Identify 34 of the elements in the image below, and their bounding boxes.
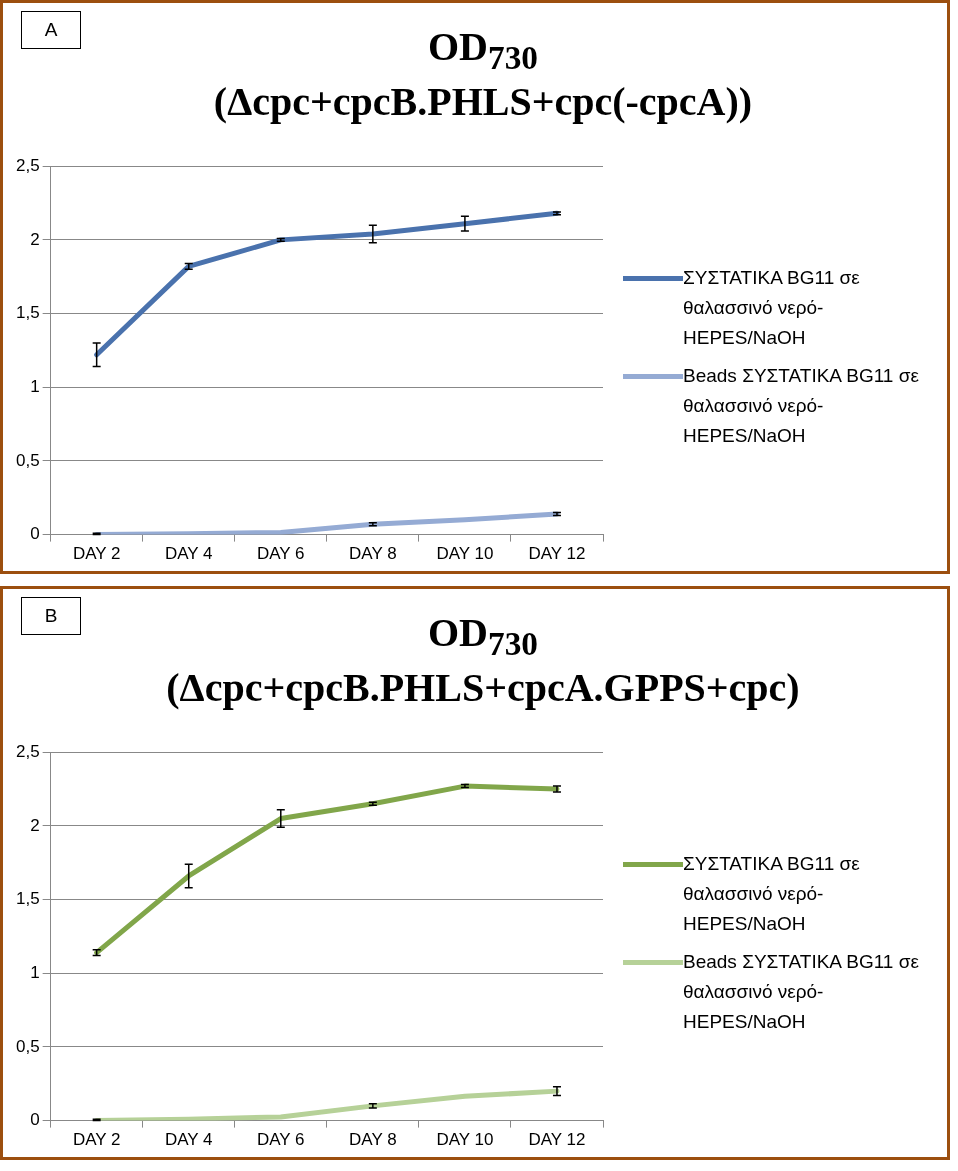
y-tick-label: 0 bbox=[30, 524, 40, 544]
chart-title: OD$_{730}$ bbox=[428, 24, 538, 76]
y-tick-label: 2,5 bbox=[15, 741, 40, 761]
y-tick-label: 0,5 bbox=[15, 450, 40, 470]
y-tick-label: 2 bbox=[30, 229, 40, 249]
x-tick-label: DAY 12 bbox=[528, 544, 586, 564]
x-tick-label: DAY 4 bbox=[164, 1130, 213, 1150]
y-tick-label: 1,5 bbox=[15, 889, 40, 909]
y-tick-label: 0 bbox=[30, 1110, 40, 1130]
y-tick-label: 1 bbox=[30, 376, 40, 396]
text: A bbox=[21, 11, 81, 49]
y-tick-label: 1,5 bbox=[15, 303, 40, 323]
legend-label: Beads ΣΥΣΤΑΤΙΚΑ BG11 σε θαλασσινό νερό-HEPES/NaOH bbox=[683, 949, 920, 1034]
y-tick-label: 1 bbox=[30, 962, 40, 982]
x-tick-label: DAY 6 bbox=[257, 544, 305, 564]
x-tick-label: DAY 6 bbox=[257, 1130, 305, 1150]
chart-title: OD$_{730}$ bbox=[428, 610, 538, 662]
legend-label: Beads ΣΥΣΤΑΤΙΚΑ BG11 σε θαλασσινό νερό-HEPES/NaOH bbox=[683, 363, 920, 448]
chart-subtitle: (Δcpc+cpcB.PHLS+cpc(-cpcA)) bbox=[213, 79, 753, 124]
x-tick-label: DAY 2 bbox=[72, 1130, 121, 1150]
x-tick-label: DAY 8 bbox=[349, 1130, 397, 1150]
x-tick-label: DAY 10 bbox=[436, 1130, 494, 1150]
y-tick-label: 2,5 bbox=[15, 155, 40, 175]
chart-subtitle: (Δcpc+cpcB.PHLS+cpcA.GPPS+cpc) bbox=[166, 665, 800, 710]
y-tick-label: 2 bbox=[30, 815, 40, 835]
y-tick-label: 0,5 bbox=[15, 1036, 40, 1056]
legend-label: ΣΥΣΤΑΤΙΚΑ BG11 σε θαλασσινό νερό-HEPES/NaOH bbox=[683, 265, 861, 350]
x-tick-label: DAY 12 bbox=[528, 1130, 586, 1150]
x-tick-label: DAY 4 bbox=[164, 544, 213, 564]
x-tick-label: DAY 8 bbox=[349, 544, 397, 564]
text: B bbox=[21, 597, 81, 635]
legend-label: ΣΥΣΤΑΤΙΚΑ BG11 σε θαλασσινό νερό-HEPES/NaOH bbox=[683, 851, 861, 936]
x-tick-label: DAY 10 bbox=[436, 544, 494, 564]
x-tick-label: DAY 2 bbox=[72, 544, 121, 564]
